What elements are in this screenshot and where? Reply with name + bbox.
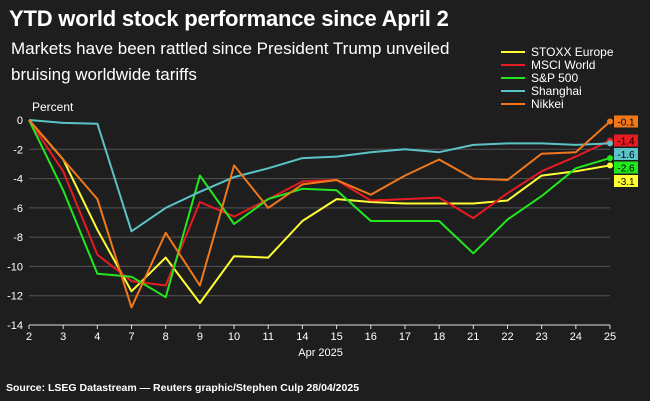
y-axis: 0 -2 -4 -6 -8 -10 -12 -14 Percent	[7, 100, 74, 332]
legend-entry: Nikkei	[501, 97, 564, 111]
y-tick-label: -6	[13, 203, 23, 215]
x-tick-label: 22	[501, 331, 513, 343]
x-tick-label: 11	[263, 331, 274, 343]
x-tick-label: 9	[197, 331, 203, 343]
x-tick-label: 25	[604, 331, 616, 343]
y-tick-label: -12	[7, 291, 23, 303]
chart-subtitle: Markets have been rattled since Presiden…	[11, 39, 450, 84]
end-label-box	[614, 134, 638, 147]
series-end-point	[607, 140, 613, 147]
source-note: Source: LSEG Datastream — Reuters graphi…	[6, 382, 360, 394]
x-tick-label: 16	[365, 331, 377, 343]
x-tick-label: 23	[536, 331, 548, 343]
legend-entry: Shanghai	[501, 84, 582, 98]
y-tick-label: -8	[13, 232, 23, 244]
end-value-labels: -0.1 -1.4 -1.6 -2.6 -3.1	[614, 115, 638, 188]
x-tick-label: 14	[296, 331, 308, 343]
series-line	[28, 119, 611, 304]
series-end-point	[607, 118, 613, 125]
end-label-text: -1.6	[617, 150, 635, 161]
legend-entry: STOXX Europe	[501, 45, 614, 59]
end-label: -1.6	[614, 148, 638, 161]
series-line	[28, 119, 611, 309]
x-tick-label: 21	[467, 331, 479, 343]
legend-label: MSCI World	[531, 58, 595, 72]
series-line	[28, 119, 611, 233]
series-end-point	[607, 155, 613, 162]
x-tick-label: 10	[228, 331, 240, 343]
x-tick-label: 4	[94, 331, 100, 343]
legend-entry: MSCI World	[501, 58, 595, 72]
chart-title: YTD world stock performance since April …	[9, 6, 449, 31]
end-label-box	[614, 175, 638, 187]
end-label: -2.6	[614, 161, 638, 175]
series-end-point	[607, 162, 613, 169]
x-tick-label: 8	[163, 331, 169, 343]
legend-label: Shanghai	[531, 84, 582, 98]
end-label-box	[614, 115, 638, 128]
x-tick-label: 15	[330, 331, 342, 343]
end-label: -3.1	[614, 175, 638, 188]
end-label-text: -3.1	[617, 177, 635, 188]
end-label-text: -1.4	[617, 137, 635, 148]
x-tick-label: 2	[26, 331, 32, 343]
y-tick-label: -10	[7, 261, 23, 273]
y-tick-label: -2	[13, 144, 23, 156]
series-line	[28, 119, 611, 299]
end-label-text: -0.1	[617, 117, 635, 128]
legend-label: S&P 500	[531, 71, 578, 85]
y-axis-label: Percent	[32, 100, 74, 114]
legend-entry: S&P 500	[501, 71, 578, 85]
end-label: -0.1	[614, 115, 638, 128]
x-tick-label: 24	[570, 331, 582, 343]
y-tick-label: -14	[7, 320, 23, 332]
x-tick-label: 7	[128, 331, 134, 343]
y-tick-label: -4	[13, 174, 23, 186]
x-tick-label: 18	[433, 331, 445, 343]
x-tick-label: 3	[60, 331, 66, 343]
gridlines	[29, 148, 610, 326]
y-tick-label: 0	[17, 115, 23, 127]
end-label: -1.4	[614, 134, 638, 148]
x-axis-label: Apr 2025	[298, 347, 343, 359]
legend-label: STOXX Europe	[531, 45, 614, 59]
end-label-text: -2.6	[617, 164, 635, 175]
legend-label: Nikkei	[531, 97, 564, 111]
x-tick-label: 17	[399, 331, 411, 343]
end-label-box	[614, 148, 638, 160]
series-lines	[28, 118, 613, 309]
end-label-box	[614, 161, 638, 174]
